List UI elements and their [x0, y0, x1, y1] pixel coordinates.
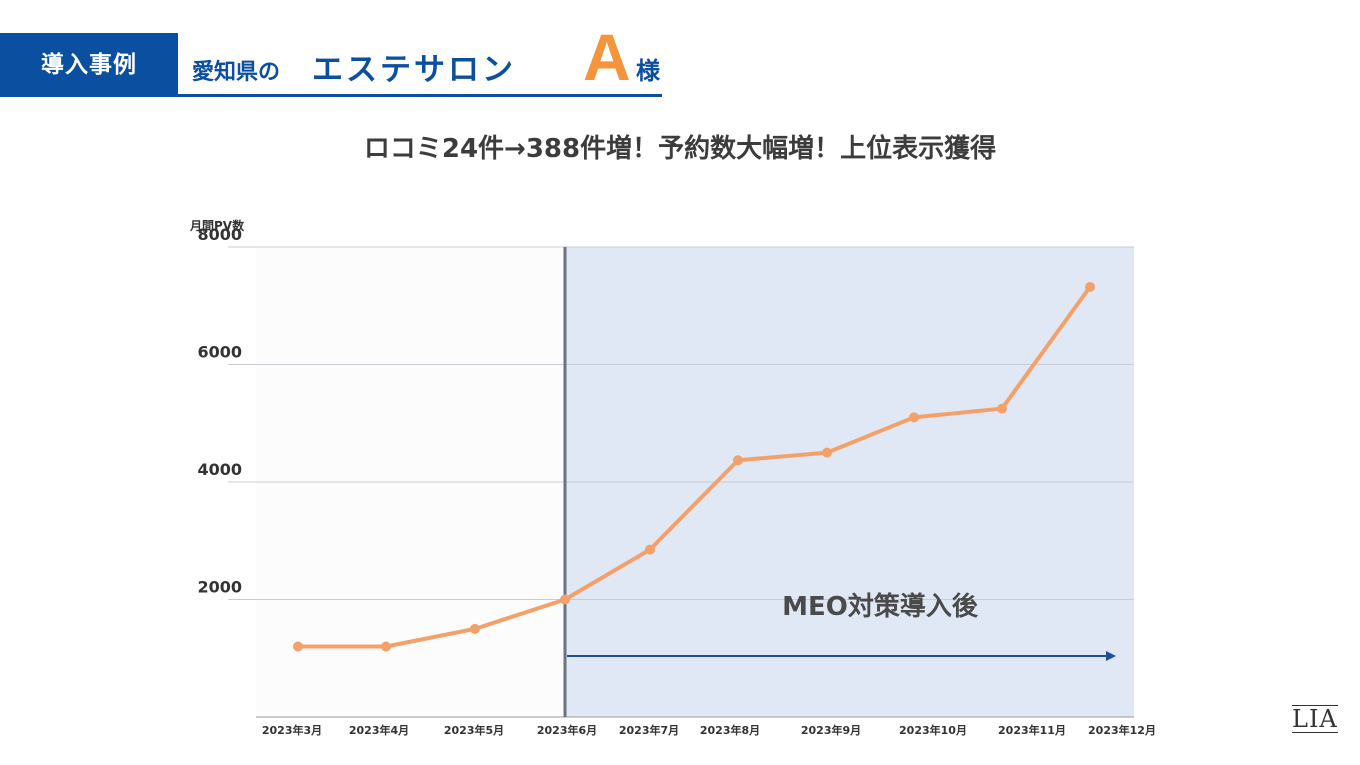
- data-point: [560, 594, 570, 605]
- x-tick-label: 2023年4月: [349, 723, 409, 737]
- y-tick-labels: 8000 6000 4000 2000: [197, 225, 242, 597]
- salon-type-text: エステサロン: [312, 52, 516, 88]
- data-point: [822, 447, 832, 458]
- data-point: [1085, 281, 1095, 292]
- data-point: [381, 641, 391, 652]
- prefecture-text: 愛知県の: [192, 60, 281, 85]
- gridlines: [228, 246, 1134, 600]
- company-logo: LIA: [1292, 705, 1338, 733]
- client-honorific: 様: [636, 57, 660, 85]
- data-point: [645, 544, 655, 555]
- case-study-badge: 導入事例: [0, 33, 178, 97]
- x-tick-label: 2023年9月: [801, 723, 861, 737]
- data-point: [997, 403, 1007, 414]
- x-tick-label: 2023年6月: [537, 723, 597, 737]
- y-tick-label: 8000: [197, 225, 242, 244]
- x-tick-label: 2023年7月: [619, 723, 679, 737]
- y-axis-label: 月間PV数: [189, 218, 245, 233]
- meo-arrow-head: [1106, 651, 1116, 661]
- y-tick-label: 4000: [197, 460, 242, 479]
- client-letter: A: [583, 20, 631, 94]
- x-tick-label: 2023年5月: [444, 723, 504, 737]
- data-points: [293, 281, 1095, 652]
- data-point: [733, 455, 743, 466]
- y-tick-label: 2000: [197, 578, 242, 597]
- x-tick-label: 2023年10月: [899, 723, 967, 737]
- x-tick-labels: 2023年3月 2023年4月 2023年5月 2023年6月 2023年7月 2023年…: [262, 723, 1156, 737]
- meo-annotation-label: MEO対策導入後: [782, 591, 979, 622]
- data-point: [470, 623, 480, 634]
- data-point: [293, 641, 303, 652]
- x-tick-label: 2023年3月: [262, 723, 322, 737]
- x-tick-label: 2023年8月: [700, 723, 760, 737]
- data-point: [909, 412, 919, 423]
- y-tick-label: 6000: [197, 343, 242, 362]
- header-underline: [0, 94, 662, 97]
- headline: ロコミ24件→388件増！予約数大幅増！上位表示獲得: [363, 134, 997, 164]
- x-tick-label: 2023年12月: [1088, 723, 1156, 737]
- series-line: [296, 284, 1092, 649]
- x-tick-label: 2023年11月: [998, 723, 1066, 737]
